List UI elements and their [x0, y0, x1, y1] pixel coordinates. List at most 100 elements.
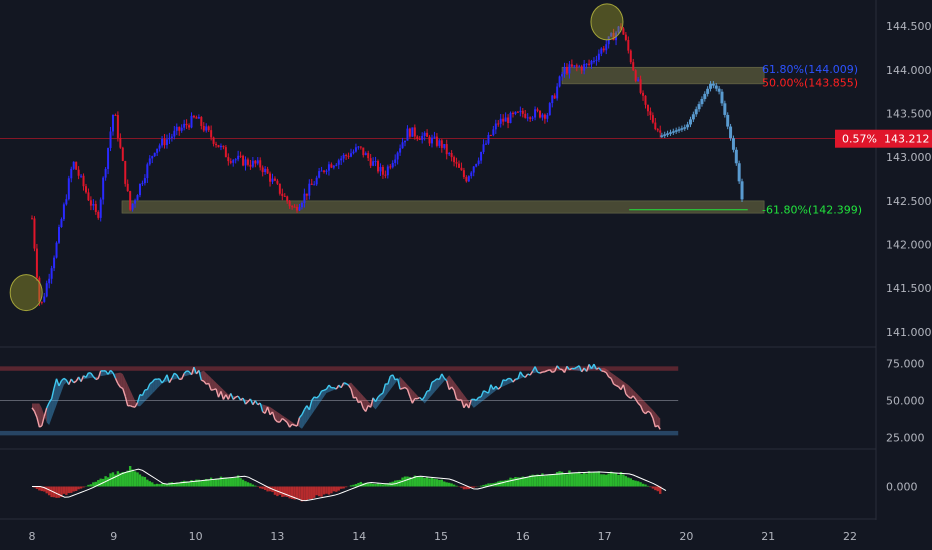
- candle[interactable]: [592, 57, 595, 64]
- candle[interactable]: [227, 153, 230, 166]
- candle[interactable]: [524, 110, 527, 119]
- candle[interactable]: [538, 110, 541, 119]
- candle[interactable]: [180, 124, 183, 133]
- candle[interactable]: [173, 126, 176, 140]
- candle[interactable]: [129, 190, 132, 212]
- candle[interactable]: [38, 276, 41, 306]
- candle[interactable]: [497, 120, 500, 127]
- candle[interactable]: [298, 203, 301, 212]
- candle[interactable]: [99, 197, 102, 222]
- projection-candle[interactable]: [723, 100, 727, 118]
- candle[interactable]: [288, 200, 291, 209]
- candle[interactable]: [477, 157, 480, 166]
- projection-candle[interactable]: [674, 127, 678, 134]
- candle[interactable]: [65, 194, 68, 206]
- projection-candle[interactable]: [711, 81, 715, 89]
- projection-candle[interactable]: [709, 81, 713, 92]
- current-price-tag[interactable]: [835, 129, 932, 148]
- support-zone[interactable]: [121, 200, 765, 214]
- projection-candle[interactable]: [691, 111, 695, 122]
- candle[interactable]: [399, 144, 402, 156]
- projection-candle[interactable]: [703, 91, 707, 102]
- candle[interactable]: [639, 75, 642, 95]
- candle[interactable]: [205, 123, 208, 133]
- projection-candle[interactable]: [680, 125, 684, 132]
- candle[interactable]: [502, 114, 505, 126]
- candle[interactable]: [634, 69, 637, 83]
- candle[interactable]: [475, 163, 478, 168]
- candle[interactable]: [31, 215, 33, 220]
- candle[interactable]: [350, 148, 353, 158]
- candle[interactable]: [347, 152, 350, 159]
- candle[interactable]: [507, 114, 510, 129]
- candle[interactable]: [470, 171, 473, 179]
- candle[interactable]: [411, 127, 414, 137]
- candle[interactable]: [148, 155, 151, 166]
- candle[interactable]: [482, 139, 485, 155]
- support-zone[interactable]: [561, 66, 765, 85]
- candle[interactable]: [50, 265, 53, 284]
- candle[interactable]: [170, 133, 173, 142]
- projection-candle[interactable]: [734, 147, 738, 166]
- candle[interactable]: [261, 165, 264, 177]
- candle[interactable]: [114, 113, 117, 116]
- candle[interactable]: [111, 114, 114, 136]
- candle[interactable]: [450, 150, 453, 162]
- candle[interactable]: [266, 166, 269, 174]
- candle[interactable]: [396, 151, 399, 165]
- candle[interactable]: [394, 154, 397, 167]
- candle[interactable]: [232, 158, 235, 167]
- candle[interactable]: [192, 114, 195, 119]
- projection-candle[interactable]: [740, 178, 744, 203]
- candle[interactable]: [649, 107, 652, 120]
- candle[interactable]: [416, 135, 419, 142]
- candle[interactable]: [605, 39, 608, 55]
- candle[interactable]: [89, 196, 92, 211]
- candle[interactable]: [627, 36, 630, 54]
- candle[interactable]: [75, 161, 78, 170]
- candle[interactable]: [70, 166, 73, 183]
- candle[interactable]: [131, 203, 134, 212]
- projection-candle[interactable]: [686, 121, 690, 130]
- candle[interactable]: [33, 216, 36, 252]
- candle[interactable]: [337, 158, 340, 170]
- candle[interactable]: [580, 64, 583, 74]
- candle[interactable]: [526, 113, 529, 122]
- projection-candle[interactable]: [737, 160, 741, 184]
- candle[interactable]: [597, 49, 600, 63]
- candle[interactable]: [136, 194, 139, 201]
- projection-candle[interactable]: [697, 101, 701, 112]
- projection-candle[interactable]: [694, 106, 698, 117]
- candle[interactable]: [207, 125, 210, 132]
- candle[interactable]: [143, 174, 146, 186]
- price-pane[interactable]: 61.80%(144.009)50.00%(143.855) -61.80%(14…: [0, 3, 876, 312]
- candle[interactable]: [553, 93, 556, 100]
- candle[interactable]: [534, 106, 537, 121]
- candle[interactable]: [607, 36, 610, 49]
- candle[interactable]: [457, 160, 460, 169]
- candle[interactable]: [472, 165, 475, 177]
- candle[interactable]: [293, 204, 296, 208]
- candle[interactable]: [141, 180, 144, 187]
- candle[interactable]: [332, 164, 335, 170]
- candle[interactable]: [104, 167, 107, 181]
- candle[interactable]: [494, 119, 497, 134]
- candle[interactable]: [175, 123, 178, 136]
- candle[interactable]: [276, 178, 279, 186]
- candle[interactable]: [364, 151, 367, 156]
- candle[interactable]: [646, 104, 649, 116]
- candle[interactable]: [97, 210, 100, 220]
- candle[interactable]: [116, 111, 119, 142]
- candle[interactable]: [602, 45, 605, 53]
- candle[interactable]: [377, 159, 380, 174]
- candle[interactable]: [342, 153, 345, 163]
- candle[interactable]: [146, 162, 149, 183]
- candle[interactable]: [94, 200, 97, 215]
- candle[interactable]: [48, 273, 51, 289]
- candle[interactable]: [408, 127, 411, 139]
- candle[interactable]: [595, 55, 598, 66]
- candle[interactable]: [283, 193, 286, 197]
- candle[interactable]: [242, 154, 245, 167]
- candle[interactable]: [107, 147, 110, 175]
